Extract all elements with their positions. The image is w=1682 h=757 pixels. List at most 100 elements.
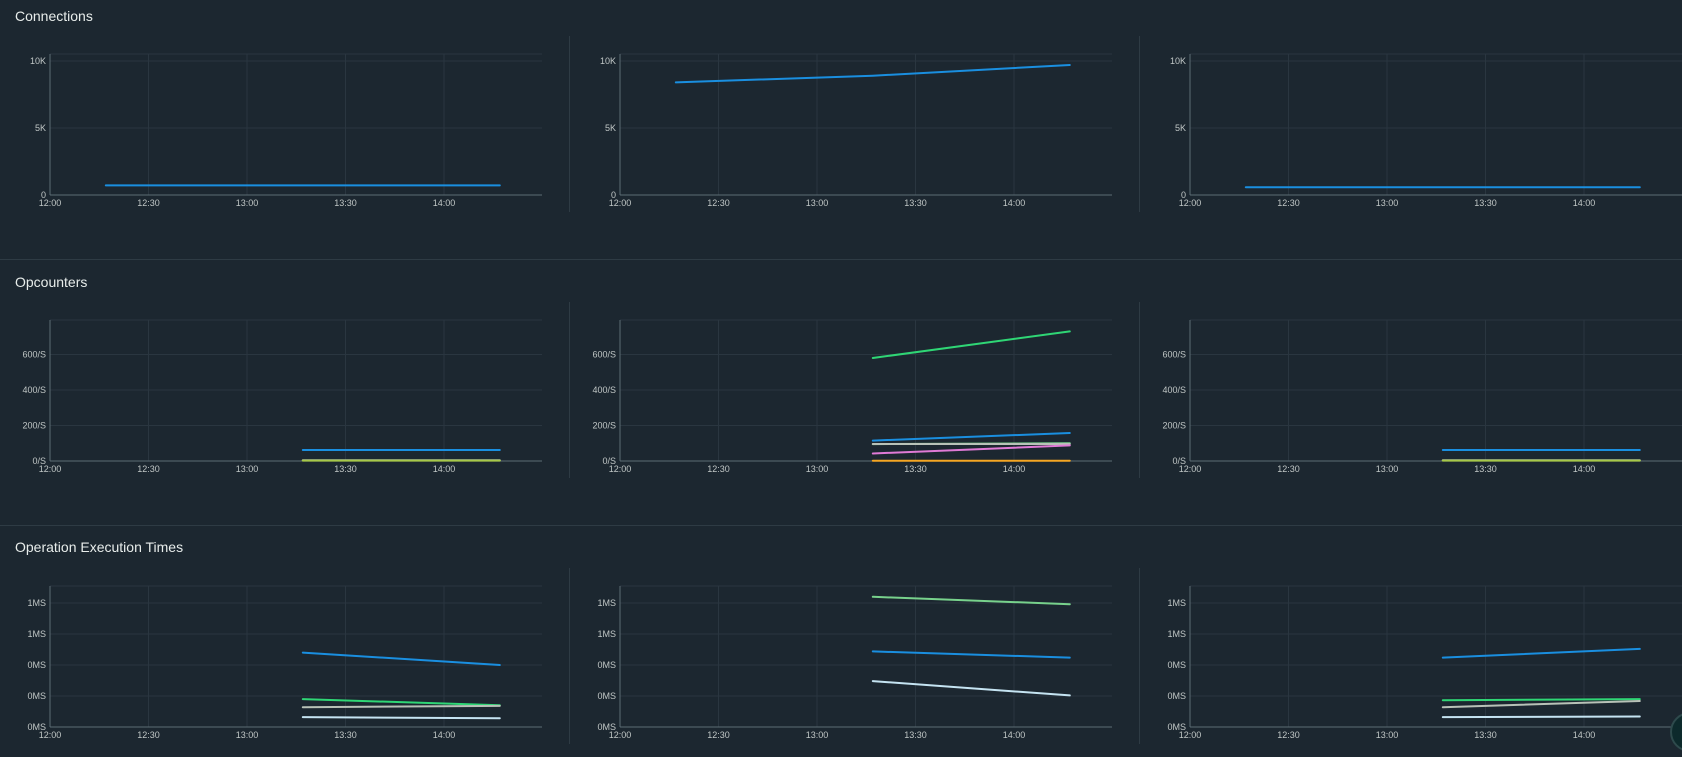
y-tick-label: 1MS — [597, 629, 616, 639]
y-tick-label: 400/S — [22, 385, 46, 395]
series-line-series-2 — [1441, 698, 1641, 702]
series-line-series-3 — [871, 680, 1071, 697]
section-title-connections: Connections — [15, 8, 93, 24]
y-tick-label: 0MS — [1167, 722, 1186, 732]
x-tick-label: 12:00 — [1179, 464, 1202, 474]
x-tick-label: 13:00 — [1376, 464, 1399, 474]
x-tick-label: 12:30 — [137, 464, 160, 474]
series-line-series-4 — [301, 716, 501, 720]
x-tick-label: 13:30 — [904, 464, 927, 474]
x-tick-label: 14:00 — [433, 198, 456, 208]
section-execution: Operation Execution Times — [0, 539, 1682, 569]
x-tick-label: 14:00 — [1573, 464, 1596, 474]
grid-lines — [50, 319, 542, 461]
y-tick-label: 600/S — [1162, 350, 1186, 360]
axes — [619, 54, 1112, 196]
chart-opcounters-3: 12:00 12:30 13:00 13:30 14:00 0/S 200/S 400/S 60… — [1162, 319, 1682, 474]
chart-opcounters-1: 12:00 12:30 13:00 13:30 14:00 0/S 200/S 400/S 60… — [22, 319, 542, 474]
y-tick-label: 1MS — [1167, 598, 1186, 608]
chart-execution-2: 12:00 12:30 13:00 13:30 14:00 0MS 0MS 0MS 1MS 1MS — [597, 585, 1112, 740]
x-tick-label: 12:30 — [137, 198, 160, 208]
series-line-series-2 — [871, 650, 1071, 659]
x-tick-label: 12:00 — [1179, 730, 1202, 740]
axes — [1189, 54, 1682, 196]
x-tick-label: 13:00 — [236, 198, 259, 208]
y-tick-label: 0MS — [27, 722, 46, 732]
x-tick-label: 13:00 — [806, 730, 829, 740]
y-tick-label: 600/S — [22, 350, 46, 360]
section-connections: Connections — [0, 8, 1682, 38]
grid-lines — [620, 319, 1112, 461]
y-tick-label: 1MS — [27, 598, 46, 608]
series-line-series-1 — [871, 330, 1071, 359]
grid-lines — [50, 53, 542, 195]
x-tick-label: 12:30 — [137, 730, 160, 740]
x-tick-label: 12:30 — [707, 464, 730, 474]
grid-lines — [1190, 53, 1682, 195]
x-tick-label: 12:00 — [39, 730, 62, 740]
series-line-series-2 — [871, 432, 1071, 442]
x-tick-label: 13:30 — [1474, 730, 1497, 740]
y-tick-label: 10K — [1170, 56, 1186, 66]
y-tick-label: 0 — [41, 190, 46, 200]
y-tick-label: 400/S — [1162, 385, 1186, 395]
y-tick-label: 0MS — [597, 660, 616, 670]
x-tick-label: 12:30 — [1277, 464, 1300, 474]
axes — [1189, 586, 1682, 728]
y-tick-label: 0 — [1181, 190, 1186, 200]
series-line-series-4 — [1441, 715, 1641, 719]
x-tick-label: 13:30 — [1474, 198, 1497, 208]
y-tick-label: 0MS — [597, 722, 616, 732]
y-tick-label: 200/S — [592, 421, 616, 431]
x-tick-label: 12:30 — [707, 730, 730, 740]
y-tick-label: 200/S — [22, 421, 46, 431]
section-divider — [0, 259, 1682, 260]
chart-execution-3: 12:00 12:30 13:00 13:30 14:00 0MS 0MS 0MS 1MS 1MS — [1167, 585, 1682, 740]
y-tick-label: 0/S — [602, 456, 616, 466]
x-tick-label: 14:00 — [1003, 464, 1026, 474]
y-tick-label: 10K — [600, 56, 616, 66]
x-tick-label: 14:00 — [1573, 198, 1596, 208]
chart-opcounters-2: 12:00 12:30 13:00 13:30 14:00 0/S 200/S 400/S 60… — [592, 319, 1112, 474]
grid-lines — [1190, 585, 1682, 727]
series-line-series-1 — [301, 651, 501, 666]
series-line-series-1 — [1441, 647, 1641, 659]
x-tick-label: 12:30 — [1277, 730, 1300, 740]
x-tick-label: 13:00 — [806, 198, 829, 208]
y-tick-label: 0MS — [27, 660, 46, 670]
y-tick-label: 0MS — [1167, 691, 1186, 701]
x-tick-label: 13:00 — [806, 464, 829, 474]
chart-execution-1: 12:00 12:30 13:00 13:30 14:00 0MS 0MS 0MS 1MS 1MS — [27, 585, 542, 740]
x-tick-label: 13:30 — [904, 198, 927, 208]
series-line-series-5 — [871, 444, 1071, 455]
x-tick-label: 13:00 — [1376, 198, 1399, 208]
y-tick-label: 0 — [611, 190, 616, 200]
x-tick-label: 12:30 — [1277, 198, 1300, 208]
x-tick-label: 13:30 — [904, 730, 927, 740]
y-tick-label: 1MS — [27, 629, 46, 639]
section-title-execution: Operation Execution Times — [15, 539, 184, 555]
panel-separator — [1139, 36, 1140, 212]
x-tick-label: 13:00 — [236, 464, 259, 474]
chart-connections-2: 12:00 12:30 13:00 13:30 14:00 0 5K 10K — [600, 53, 1112, 208]
x-tick-label: 12:30 — [707, 198, 730, 208]
x-tick-label: 13:30 — [334, 464, 357, 474]
y-tick-label: 10K — [30, 56, 46, 66]
chart-connections-3: 12:00 12:30 13:00 13:30 14:00 0 5K 10K — [1170, 53, 1682, 208]
x-tick-label: 13:30 — [334, 730, 357, 740]
series-line-series-2 — [301, 698, 501, 707]
x-tick-label: 13:00 — [1376, 730, 1399, 740]
y-tick-label: 200/S — [1162, 421, 1186, 431]
section-opcounters: Opcounters — [0, 274, 1682, 304]
x-tick-label: 13:30 — [334, 198, 357, 208]
series-line-series-3 — [1441, 700, 1641, 709]
y-tick-label: 1MS — [597, 598, 616, 608]
x-tick-label: 14:00 — [1003, 730, 1026, 740]
y-tick-label: 0MS — [1167, 660, 1186, 670]
x-tick-label: 12:00 — [39, 464, 62, 474]
series-line-series-1 — [871, 595, 1071, 606]
x-tick-label: 14:00 — [433, 730, 456, 740]
x-tick-label: 14:00 — [433, 464, 456, 474]
y-tick-label: 0MS — [597, 691, 616, 701]
x-tick-label: 13:00 — [236, 730, 259, 740]
